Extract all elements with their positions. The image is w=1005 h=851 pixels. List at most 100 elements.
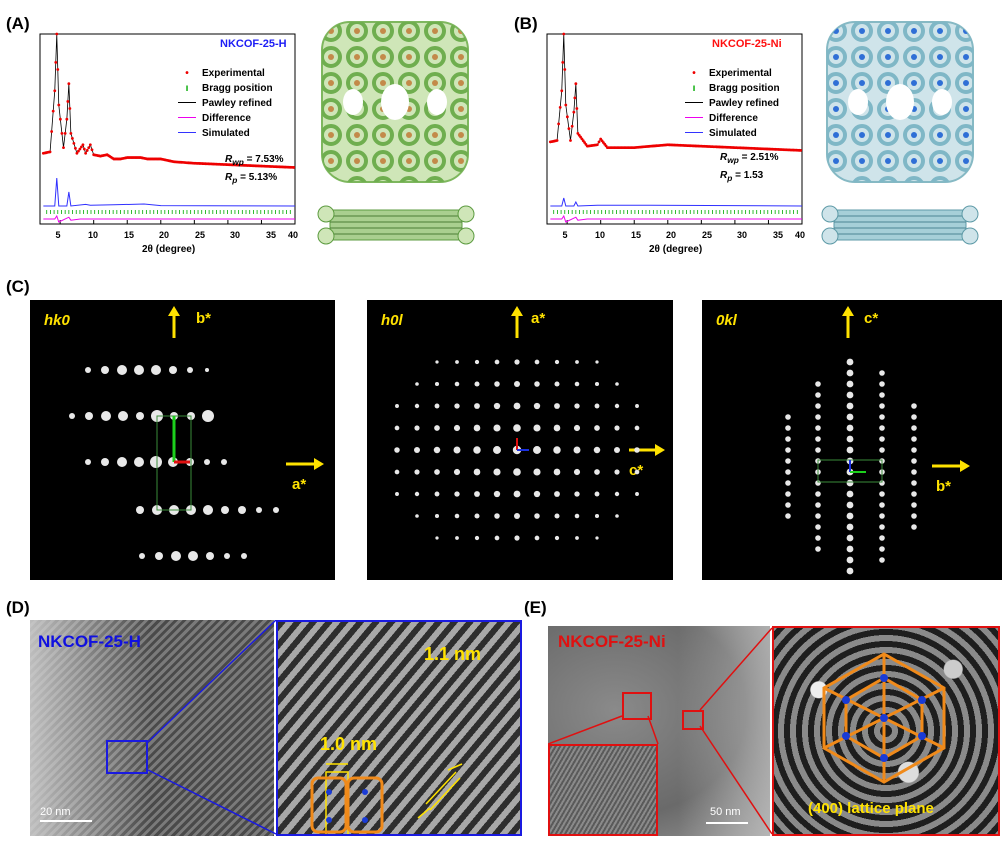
tick-label: 35 [772, 230, 784, 240]
diffraction-spot [911, 414, 917, 420]
scale-label-d: 20 nm [40, 806, 71, 818]
experimental-point [80, 145, 83, 149]
diffraction-spot [846, 567, 854, 575]
diffraction-spot [494, 359, 500, 365]
experimental-point [48, 150, 52, 154]
zoom-box-e1 [622, 692, 652, 720]
diffraction-spot [615, 382, 619, 386]
diffraction-spot [434, 403, 440, 409]
diffraction-spot [595, 536, 599, 540]
experimental-point [60, 132, 64, 135]
diffraction-spot [911, 469, 917, 475]
panel-label-c: (C) [6, 277, 30, 296]
diffraction-spot [433, 446, 441, 454]
legend-item: Bragg position [709, 82, 780, 94]
fit-stats-b: Rwp = 2.51% Rp = 1.53 [720, 152, 779, 183]
diffraction-spot [911, 436, 917, 442]
experimental-point [58, 117, 62, 121]
diffraction-spot [494, 535, 500, 541]
diffraction-spot [879, 381, 885, 387]
experimental-point [82, 147, 86, 151]
experimental-point [87, 146, 91, 149]
diffraction-spot [846, 490, 854, 498]
diffraction-spot [493, 424, 501, 432]
diffraction-spot [911, 425, 917, 431]
experimental-point [573, 96, 577, 100]
diffraction-spot [414, 447, 420, 453]
experimental-point [597, 140, 601, 144]
diffraction-spot [846, 523, 854, 531]
diffraction-spot [554, 535, 560, 541]
diffraction-spot [534, 381, 540, 387]
experimental-point [90, 148, 94, 152]
diffraction-spot [634, 469, 640, 475]
diffraction-spot [454, 403, 460, 409]
diffraction-spot [911, 403, 917, 409]
diffraction-spot [414, 403, 420, 409]
experimental-point [570, 124, 574, 128]
inset-e [548, 744, 658, 836]
diffraction-spot [533, 424, 541, 432]
diffraction-spot [453, 468, 461, 476]
experimental-point [72, 141, 76, 145]
diffraction-spot [815, 524, 821, 530]
horizontal-axis-label: a* [292, 476, 307, 493]
diffraction-spot [911, 458, 917, 464]
tick-label: 5 [562, 230, 568, 240]
diffraction-spot [594, 403, 600, 409]
diffraction-pattern-0kl: 0kl c* b* [702, 300, 1002, 580]
diffraction-spot [635, 404, 639, 408]
diffraction-spot [879, 425, 885, 431]
diffraction-spot [534, 513, 540, 519]
diffraction-spot [846, 534, 854, 542]
zone-label: hk0 [44, 312, 70, 329]
panel-label-a: (A) [6, 14, 30, 33]
diffraction-spot [815, 425, 821, 431]
diffraction-spot [911, 447, 917, 453]
diffraction-spot [815, 436, 821, 442]
pxrd-panel-a: NKCOF-25-H • Experimental ı Bragg position… [30, 28, 305, 268]
diffraction-spot [879, 557, 885, 563]
sample-label-e: NKCOF-25-Ni [558, 632, 666, 651]
diffraction-spot [434, 513, 440, 519]
spacing-label-d1: 1.1 nm [424, 644, 482, 664]
experimental-point [81, 143, 85, 147]
diffraction-spot [785, 425, 791, 431]
framework-overlay-d [310, 776, 384, 834]
scale-label-e: 50 nm [710, 806, 741, 818]
diffraction-spot [846, 446, 854, 454]
diffraction-spot [414, 469, 420, 475]
experimental-point [562, 32, 566, 36]
experimental-point [55, 32, 59, 36]
panel-label-b: (B) [514, 14, 538, 33]
diffraction-spot [879, 491, 885, 497]
tem-image-e: NKCOF-25-Ni 50 nm [548, 626, 770, 836]
diffraction-spot [514, 359, 520, 365]
diffraction-spot [394, 447, 400, 453]
diffraction-spot [394, 425, 400, 431]
pxrd-panel-b: NKCOF-25-Ni • Experimental ı Bragg positio… [537, 28, 812, 268]
tick-label: 15 [630, 230, 642, 240]
diffraction-spot [453, 446, 461, 454]
panel-label-d: (D) [6, 598, 30, 617]
zoom-box-d [106, 740, 148, 774]
diffraction-spot [474, 359, 480, 365]
diffraction-spot [453, 424, 461, 432]
diffraction-spot [815, 502, 821, 508]
diffraction-spot [415, 382, 419, 386]
experimental-point [67, 82, 71, 86]
diffraction-spot [494, 513, 500, 519]
diffraction-spot [455, 360, 459, 364]
diffraction-spot [594, 513, 600, 519]
zone-label: 0kl [716, 312, 737, 329]
tick-label: 10 [87, 230, 99, 240]
diffraction-spot [574, 491, 580, 497]
simulated-line [550, 197, 803, 207]
panel-label-e: (E) [524, 598, 547, 617]
diffraction-pattern-hk0: hk0 b* a* [30, 300, 335, 580]
diffraction-spot [879, 447, 885, 453]
diffraction-spot [573, 468, 581, 476]
experimental-point [292, 166, 296, 169]
diffraction-spot [514, 513, 520, 519]
diffraction-spot [815, 414, 821, 420]
